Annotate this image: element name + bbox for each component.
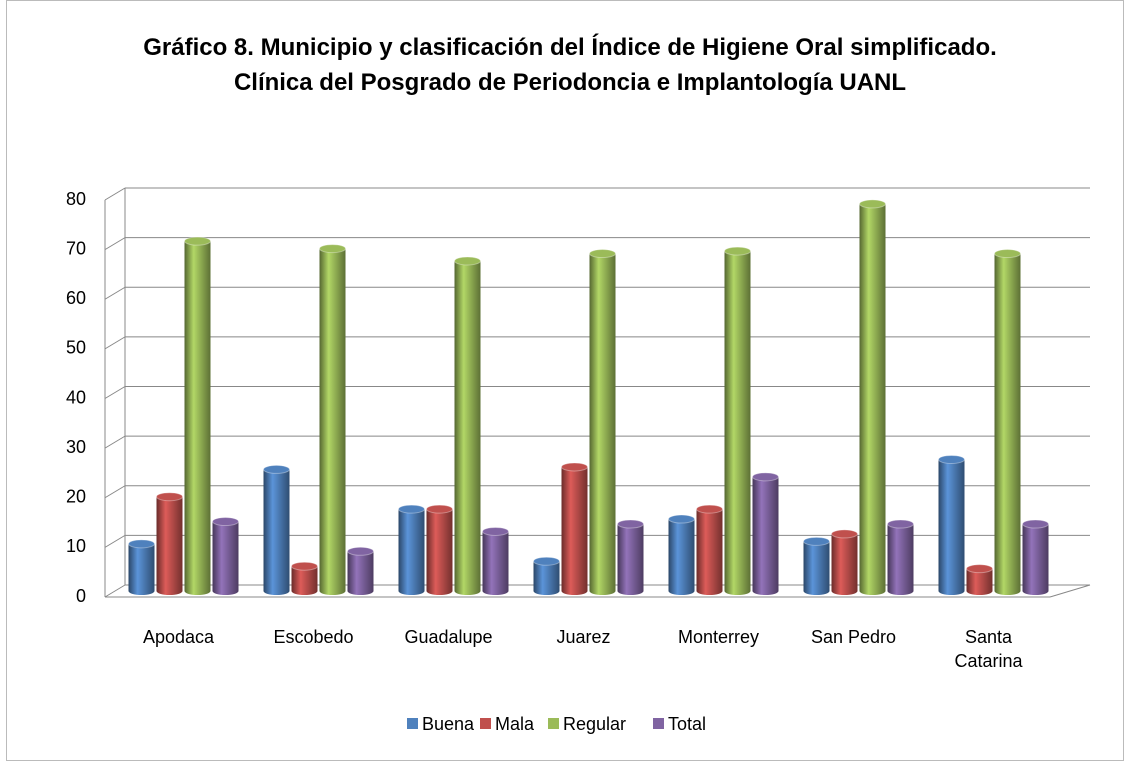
bar-top <box>426 504 453 514</box>
y-tick-label: 30 <box>66 437 86 457</box>
bar <box>347 551 374 591</box>
legend-swatch <box>407 718 418 729</box>
chart-title: Gráfico 8. Municipio y clasificación del… <box>143 34 997 96</box>
bar <box>617 524 644 591</box>
bar <box>263 469 290 591</box>
bar <box>589 253 616 592</box>
grid-line-side <box>104 187 126 201</box>
bar <box>426 509 453 591</box>
bar-top <box>752 472 779 482</box>
legend-swatch <box>480 718 491 729</box>
grid-line-side <box>104 386 126 399</box>
grid-line-side <box>104 435 126 449</box>
bar <box>938 459 965 591</box>
bar-top <box>966 564 993 574</box>
grid-line-side <box>104 286 126 300</box>
bar-top <box>212 517 239 527</box>
y-tick-label: 80 <box>66 189 86 209</box>
bar <box>454 260 481 591</box>
bar-top <box>994 249 1021 259</box>
bar-top <box>887 519 914 529</box>
y-tick-label: 40 <box>66 387 86 407</box>
bar-top <box>156 492 183 502</box>
y-tick-label: 0 <box>76 586 86 606</box>
bar-top <box>263 464 290 474</box>
bar <box>696 509 723 591</box>
bar-top <box>831 529 858 539</box>
bar-top <box>724 246 751 256</box>
legend-label: Total <box>668 714 706 734</box>
y-tick-label: 10 <box>66 536 86 556</box>
grid-line-side <box>104 584 126 598</box>
grid-line-side <box>104 336 126 350</box>
bar-top <box>859 199 886 209</box>
chart-border <box>6 0 1124 761</box>
y-tick-label: 20 <box>66 487 86 507</box>
bar-top <box>454 256 481 266</box>
bar-top <box>803 536 830 546</box>
axis-floor-edge <box>1049 584 1091 598</box>
grid-line-side <box>104 237 126 251</box>
y-tick-label: 50 <box>66 338 86 358</box>
legend-label: Regular <box>563 714 626 734</box>
bar <box>724 251 751 591</box>
bar <box>668 519 695 591</box>
x-tick-label: Escobedo <box>273 627 354 647</box>
bar-top <box>184 236 211 246</box>
bar <box>966 568 993 591</box>
y-tick-label: 70 <box>66 238 86 258</box>
bar-top <box>128 539 155 549</box>
bar-top <box>1022 519 1049 529</box>
bar <box>803 541 830 591</box>
bar <box>859 203 886 592</box>
x-tick-label: Santa Catarina <box>954 627 1023 671</box>
bar-top <box>561 462 588 472</box>
bar <box>482 531 509 591</box>
y-tick-label: 60 <box>66 288 86 308</box>
grid-line-side <box>104 485 126 499</box>
x-tick-label: San Pedro <box>810 627 897 647</box>
bar-top <box>347 546 374 556</box>
bar-top <box>398 504 425 514</box>
bar <box>184 241 211 592</box>
legend-label: Buena <box>422 714 475 734</box>
grid-line-side <box>104 534 126 548</box>
bar <box>561 466 588 591</box>
bar <box>887 524 914 591</box>
bar-top <box>533 556 560 566</box>
bar <box>128 543 155 591</box>
bar <box>212 521 239 591</box>
bar <box>156 496 183 591</box>
bar <box>533 561 560 591</box>
bar <box>1022 524 1049 591</box>
legend-swatch <box>653 718 664 729</box>
x-tick-label: Guadalupe <box>404 627 493 647</box>
bar-top <box>696 504 723 514</box>
bar <box>831 533 858 591</box>
bar-top <box>938 454 965 464</box>
bar <box>752 476 779 591</box>
bar <box>398 509 425 591</box>
bar <box>291 566 318 591</box>
bar-top <box>668 514 695 524</box>
legend-swatch <box>548 718 559 729</box>
bar-top <box>589 249 616 259</box>
bar-top <box>617 519 644 529</box>
bar-top <box>482 526 509 536</box>
bar-top <box>319 244 346 254</box>
bar <box>319 248 346 591</box>
legend-label: Mala <box>495 714 535 734</box>
bar-top <box>291 561 318 571</box>
bar <box>994 253 1021 592</box>
x-tick-label: Apodaca <box>142 627 215 647</box>
x-tick-label: Juarez <box>556 627 611 647</box>
x-tick-label: Monterrey <box>677 627 760 647</box>
